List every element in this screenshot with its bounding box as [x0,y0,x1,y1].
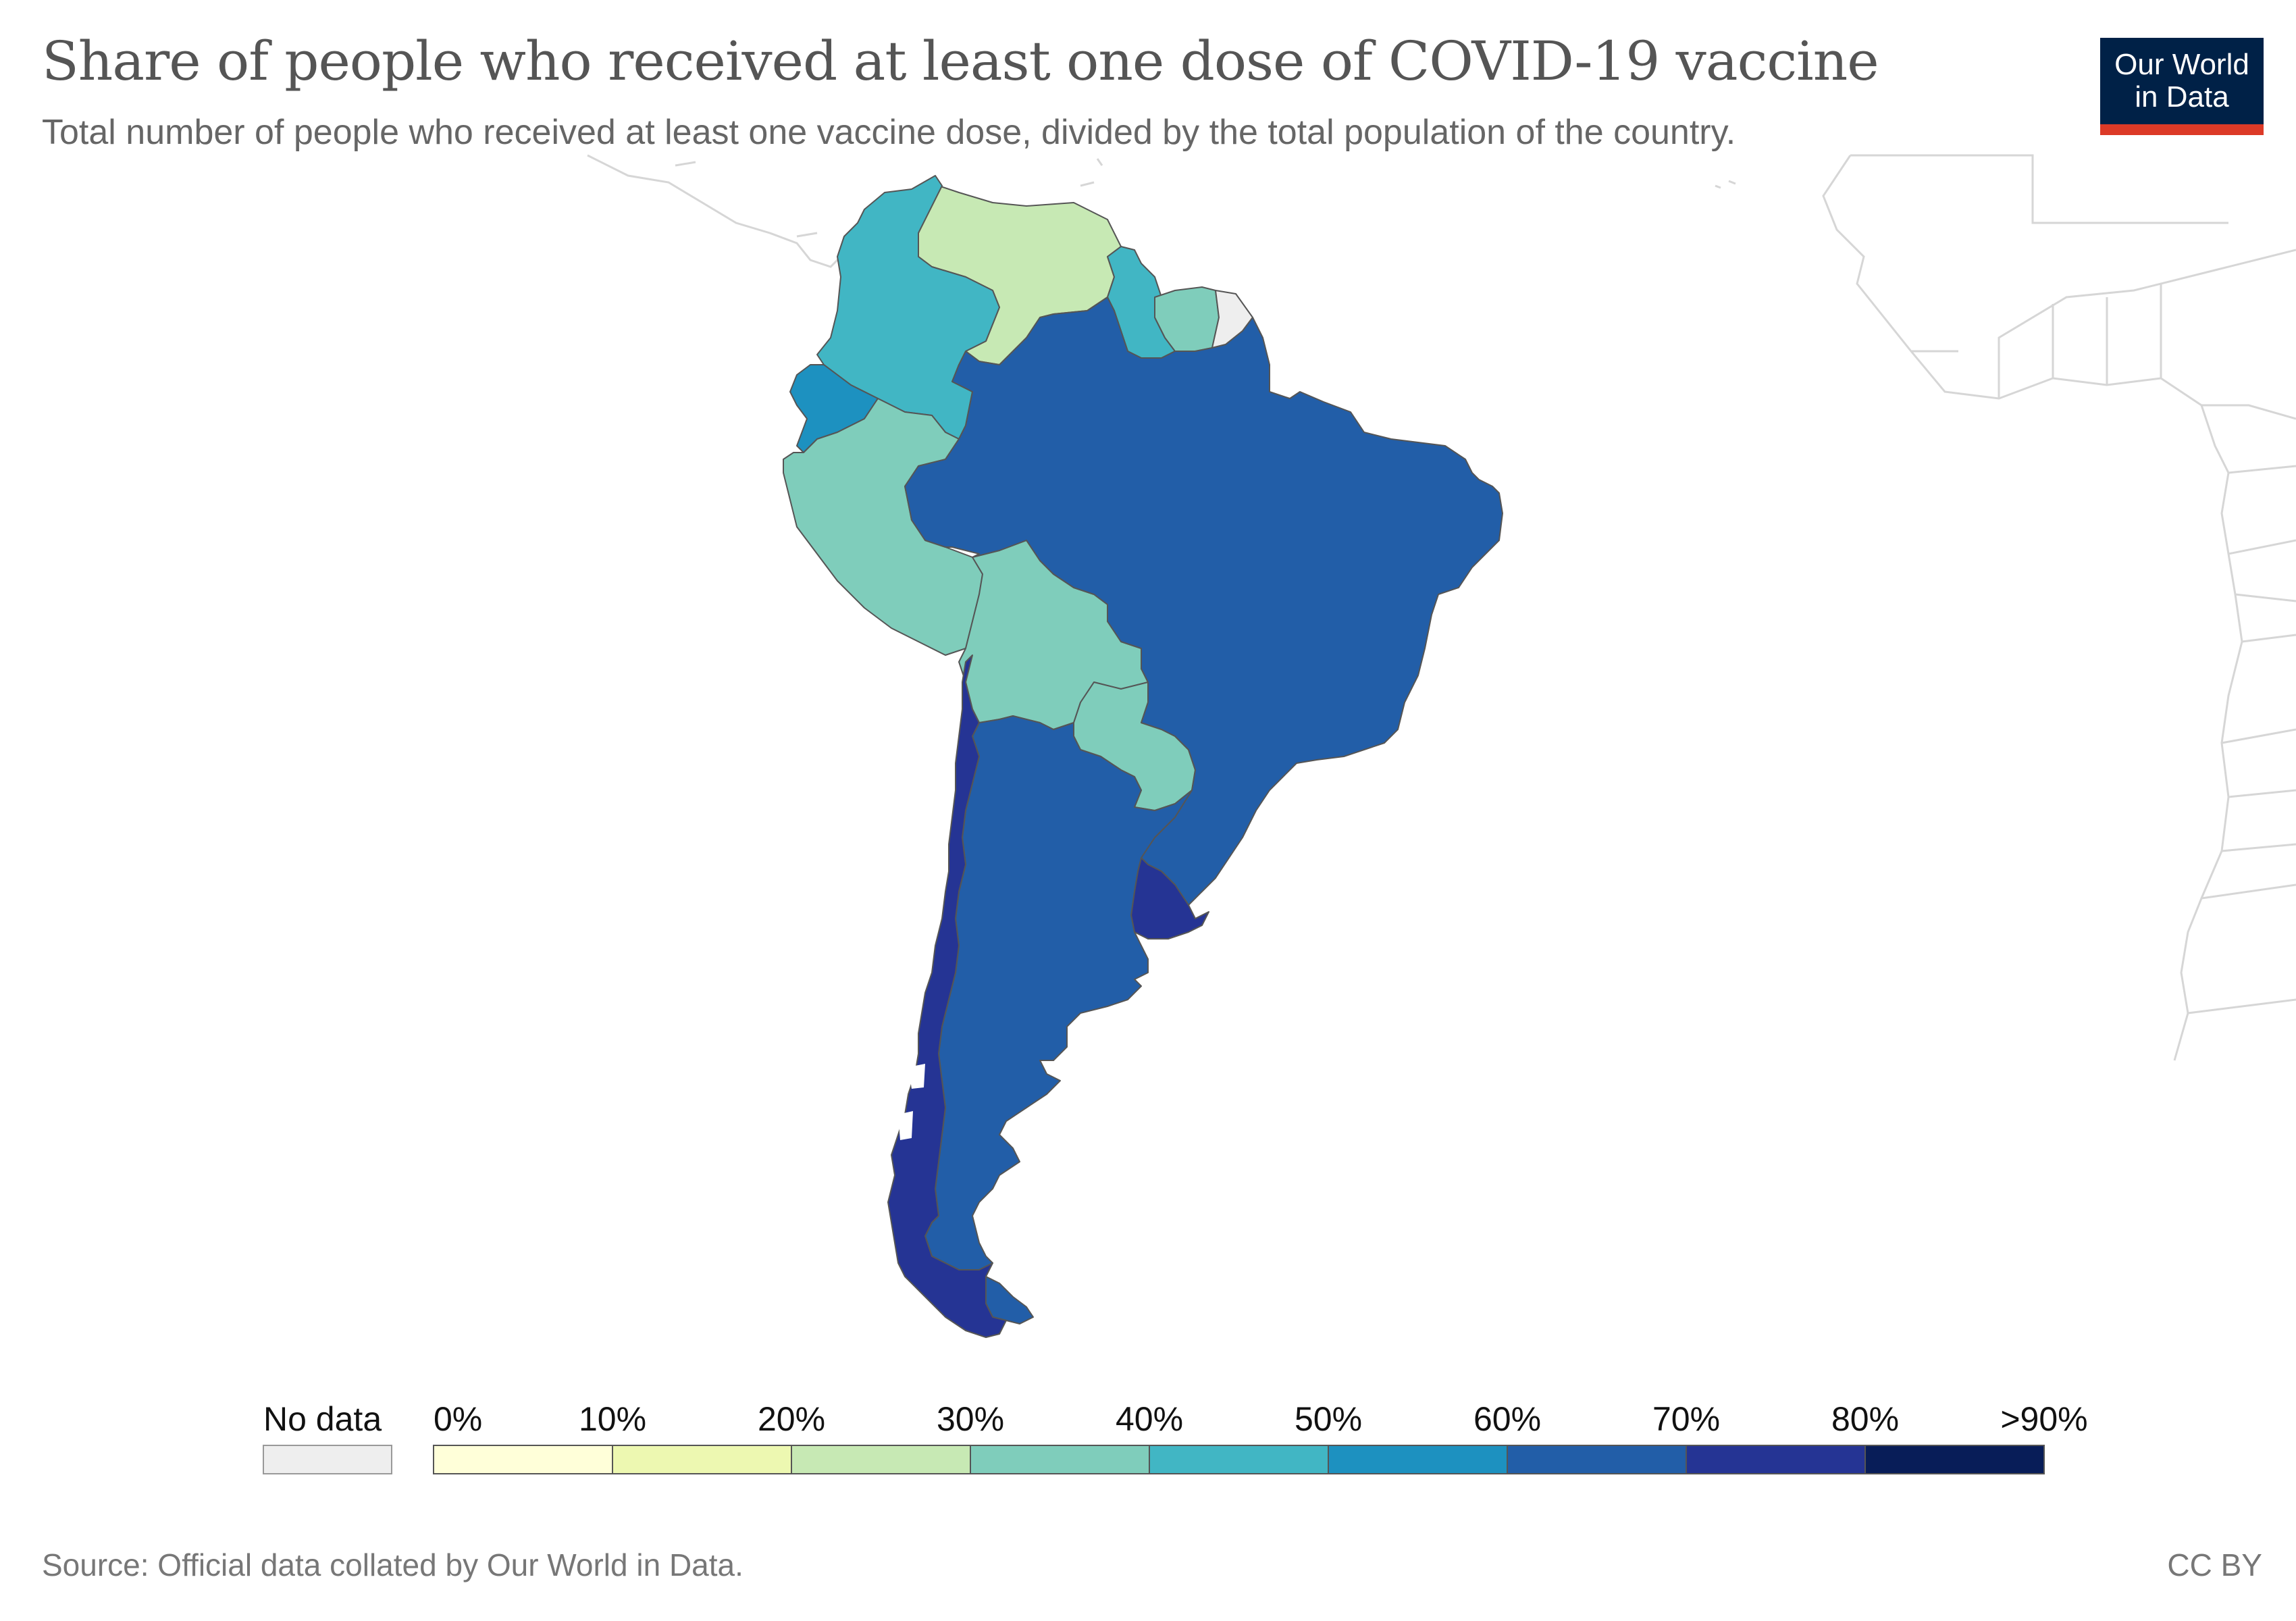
legend: No data 0% 10% 20% 30% 40% 50% 60% 70% 80% >90% [263,1400,2088,1474]
africa-interior-borders [1850,154,2296,1014]
legend-bin-0[interactable] [433,1445,613,1474]
legend-bin-7[interactable] [1686,1445,1866,1474]
country-brazil[interactable] [904,297,1503,906]
caribbean-outline [675,158,1736,238]
legend-bins [433,1445,2045,1474]
legend-no-data-label: No data [263,1400,382,1438]
chart-title: Share of people who received at least on… [42,30,1879,93]
south-america [783,175,1503,1338]
legend-bin-6[interactable] [1507,1445,1687,1474]
chart-subtitle: Total number of people who received at l… [42,113,1736,152]
legend-bin-4[interactable] [1149,1445,1329,1474]
legend-tick-label: 0% [434,1400,482,1438]
legend-ticks: 0% 10% 20% 30% 40% 50% 60% 70% 80% >90% [434,1400,2088,1438]
legend-tick-label: 20% [758,1400,825,1438]
legend-tick-label: 60% [1473,1400,1541,1438]
chile-fjord-gap [898,1064,925,1140]
legend-tick-label: 80% [1831,1400,1899,1438]
country-chile[interactable] [887,654,1007,1338]
owid-logo[interactable]: Our World in Data [2100,38,2264,135]
background-land-outlines [587,154,2296,1061]
legend-tick-label: 10% [579,1400,646,1438]
africa-west-coast-outline [1822,155,2243,1061]
license-note[interactable]: CC BY [2167,1547,2262,1583]
logo-line-1: Our World [2114,48,2249,81]
source-note: Source: Official data collated by Our Wo… [42,1547,743,1583]
central-america-outline [587,154,865,268]
legend-bin-1[interactable] [612,1445,792,1474]
legend-bin-5[interactable] [1328,1445,1508,1474]
legend-tick-label: 30% [937,1400,1004,1438]
legend-tick-label: 50% [1295,1400,1362,1438]
legend-tick-label: 40% [1116,1400,1183,1438]
legend-tick-label: >90% [2000,1400,2087,1438]
legend-bin-2[interactable] [791,1445,971,1474]
logo-line-2: in Data [2135,80,2229,113]
legend-no-data-swatch[interactable] [263,1445,392,1474]
legend-tick-label: 70% [1652,1400,1720,1438]
legend-bin-8[interactable] [1864,1445,2045,1474]
legend-bin-3[interactable] [970,1445,1150,1474]
